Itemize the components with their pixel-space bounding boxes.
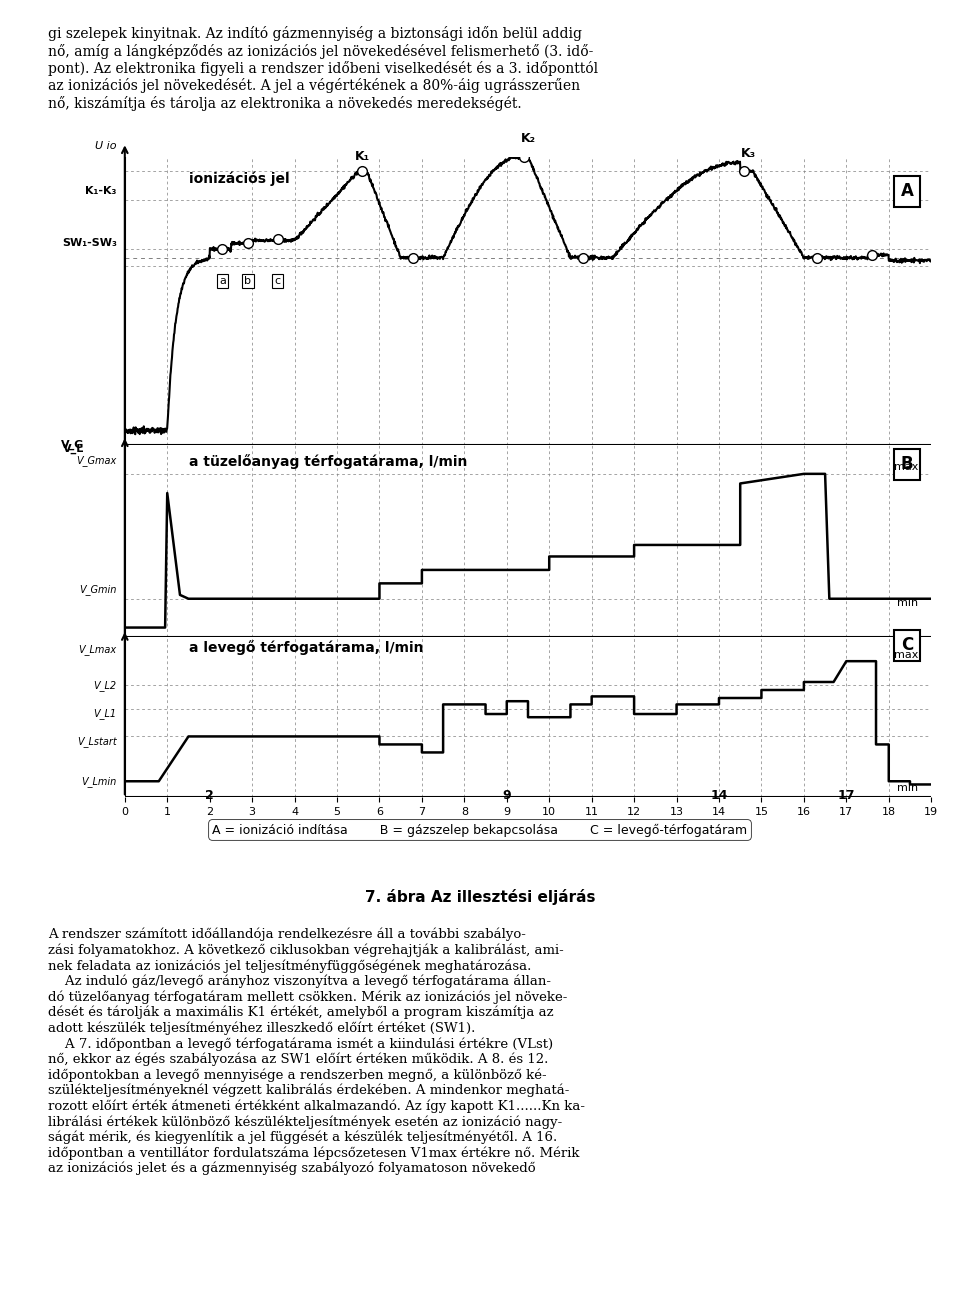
Text: min: min (898, 599, 919, 609)
Text: gi szelepek kinyitnak. Az indító gázmennyiség a biztonsági időn belül addig
nő, : gi szelepek kinyitnak. Az indító gázmenn… (48, 26, 598, 111)
Text: V_Lmax: V_Lmax (79, 644, 117, 655)
Text: c: c (275, 276, 280, 286)
Text: 2: 2 (205, 789, 214, 802)
Text: a: a (219, 276, 226, 286)
Text: A rendszer számított időállandója rendelkezésre áll a további szabályo-
zási fol: A rendszer számított időállandója rendel… (48, 928, 585, 1175)
Text: V_Gmax: V_Gmax (77, 455, 117, 465)
Text: K₃: K₃ (741, 146, 756, 159)
Text: max: max (894, 461, 919, 472)
Text: C: C (900, 637, 913, 655)
Text: V_Lstart: V_Lstart (77, 736, 117, 746)
Text: V_Lmin: V_Lmin (82, 776, 117, 787)
Text: U io: U io (95, 141, 117, 152)
Text: b: b (245, 276, 252, 286)
Text: SW₁-SW₃: SW₁-SW₃ (61, 238, 117, 248)
Text: a tüzelőanyag térfogatárama, l/min: a tüzelőanyag térfogatárama, l/min (189, 455, 468, 469)
Text: min: min (898, 783, 919, 793)
Text: max: max (894, 650, 919, 660)
Text: 9: 9 (502, 789, 511, 802)
Text: a levegő térfogatárama, l/min: a levegő térfogatárama, l/min (189, 640, 423, 655)
Text: K₁: K₁ (355, 150, 370, 163)
Text: K₁-K₃: K₁-K₃ (85, 187, 117, 196)
Text: V_Gmin: V_Gmin (80, 584, 117, 595)
Text: A: A (900, 183, 914, 200)
Text: 14: 14 (710, 789, 728, 802)
Text: 7. ábra Az illesztési eljárás: 7. ábra Az illesztési eljárás (365, 889, 595, 904)
Text: K₂: K₂ (520, 132, 536, 145)
Text: A = ionizáció indítása        B = gázszelep bekapcsolása        C = levegő-térfo: A = ionizáció indítása B = gázszelep bek… (212, 823, 748, 836)
Text: V_G: V_G (61, 440, 84, 450)
Text: 17: 17 (837, 789, 855, 802)
Text: V_L: V_L (63, 444, 84, 454)
Text: V_L2: V_L2 (94, 680, 117, 690)
Text: B: B (900, 455, 913, 473)
Text: V_L1: V_L1 (94, 708, 117, 719)
Text: ionizációs jel: ionizációs jel (189, 171, 290, 186)
